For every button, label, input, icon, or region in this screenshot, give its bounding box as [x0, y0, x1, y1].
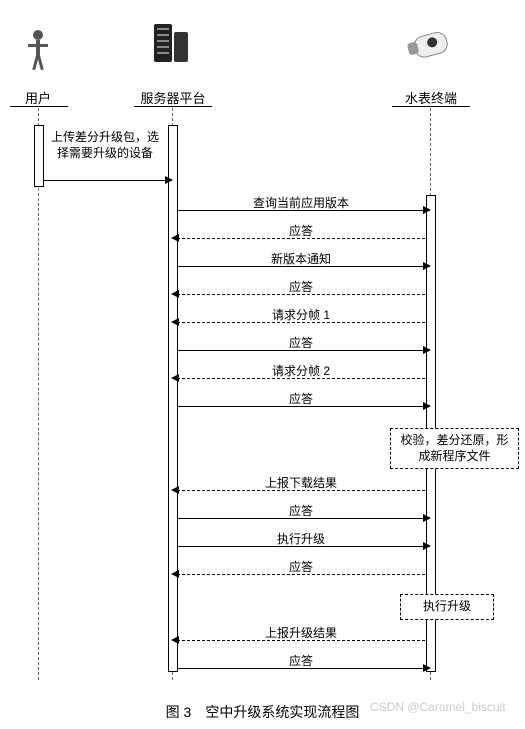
- note-box: 执行升级: [400, 594, 494, 620]
- header-underline: [134, 106, 212, 107]
- message-label: 新版本通知: [177, 250, 425, 267]
- arrow-head-icon: [165, 176, 173, 184]
- message-label: 上传差分升级包，选择需要升级的设备: [50, 130, 160, 161]
- message-label: 请求分帧 2: [177, 362, 425, 379]
- message-label: 应答: [177, 334, 425, 351]
- actor-user-label: 用户: [10, 88, 66, 107]
- header-underline: [10, 106, 68, 107]
- note-box: 校验，差分还原，形成新程序文件: [390, 428, 519, 469]
- message-label: 应答: [177, 222, 425, 239]
- actor-server-label: 服务器平台: [138, 88, 208, 107]
- actor-meter-label: 水表终端: [396, 88, 466, 107]
- actor-user-icon: [28, 30, 48, 70]
- actor-server-icon: [152, 22, 192, 64]
- activation-bar: [34, 125, 44, 187]
- message-label: 应答: [177, 278, 425, 295]
- message-label: 执行升级: [177, 530, 425, 547]
- message-label: 应答: [177, 390, 425, 407]
- message-label: 查询当前应用版本: [177, 194, 425, 211]
- message-label: 应答: [177, 558, 425, 575]
- message-label: 应答: [177, 652, 425, 669]
- message-line: [43, 180, 167, 181]
- message-label: 应答: [177, 502, 425, 519]
- message-label: 上报下载结果: [177, 474, 425, 491]
- watermark-text: CSDN @Caramel_biscuit: [370, 700, 506, 714]
- actor-meter-icon: [408, 26, 452, 66]
- lifeline-user: [38, 108, 39, 680]
- sequence-diagram: 用户 服务器平台 水表终端 图 3 空中升级系统实现流程图 CSDN @Cara…: [0, 0, 525, 729]
- message-label: 上报升级结果: [177, 624, 425, 641]
- header-underline: [392, 106, 470, 107]
- message-label: 请求分帧 1: [177, 306, 425, 323]
